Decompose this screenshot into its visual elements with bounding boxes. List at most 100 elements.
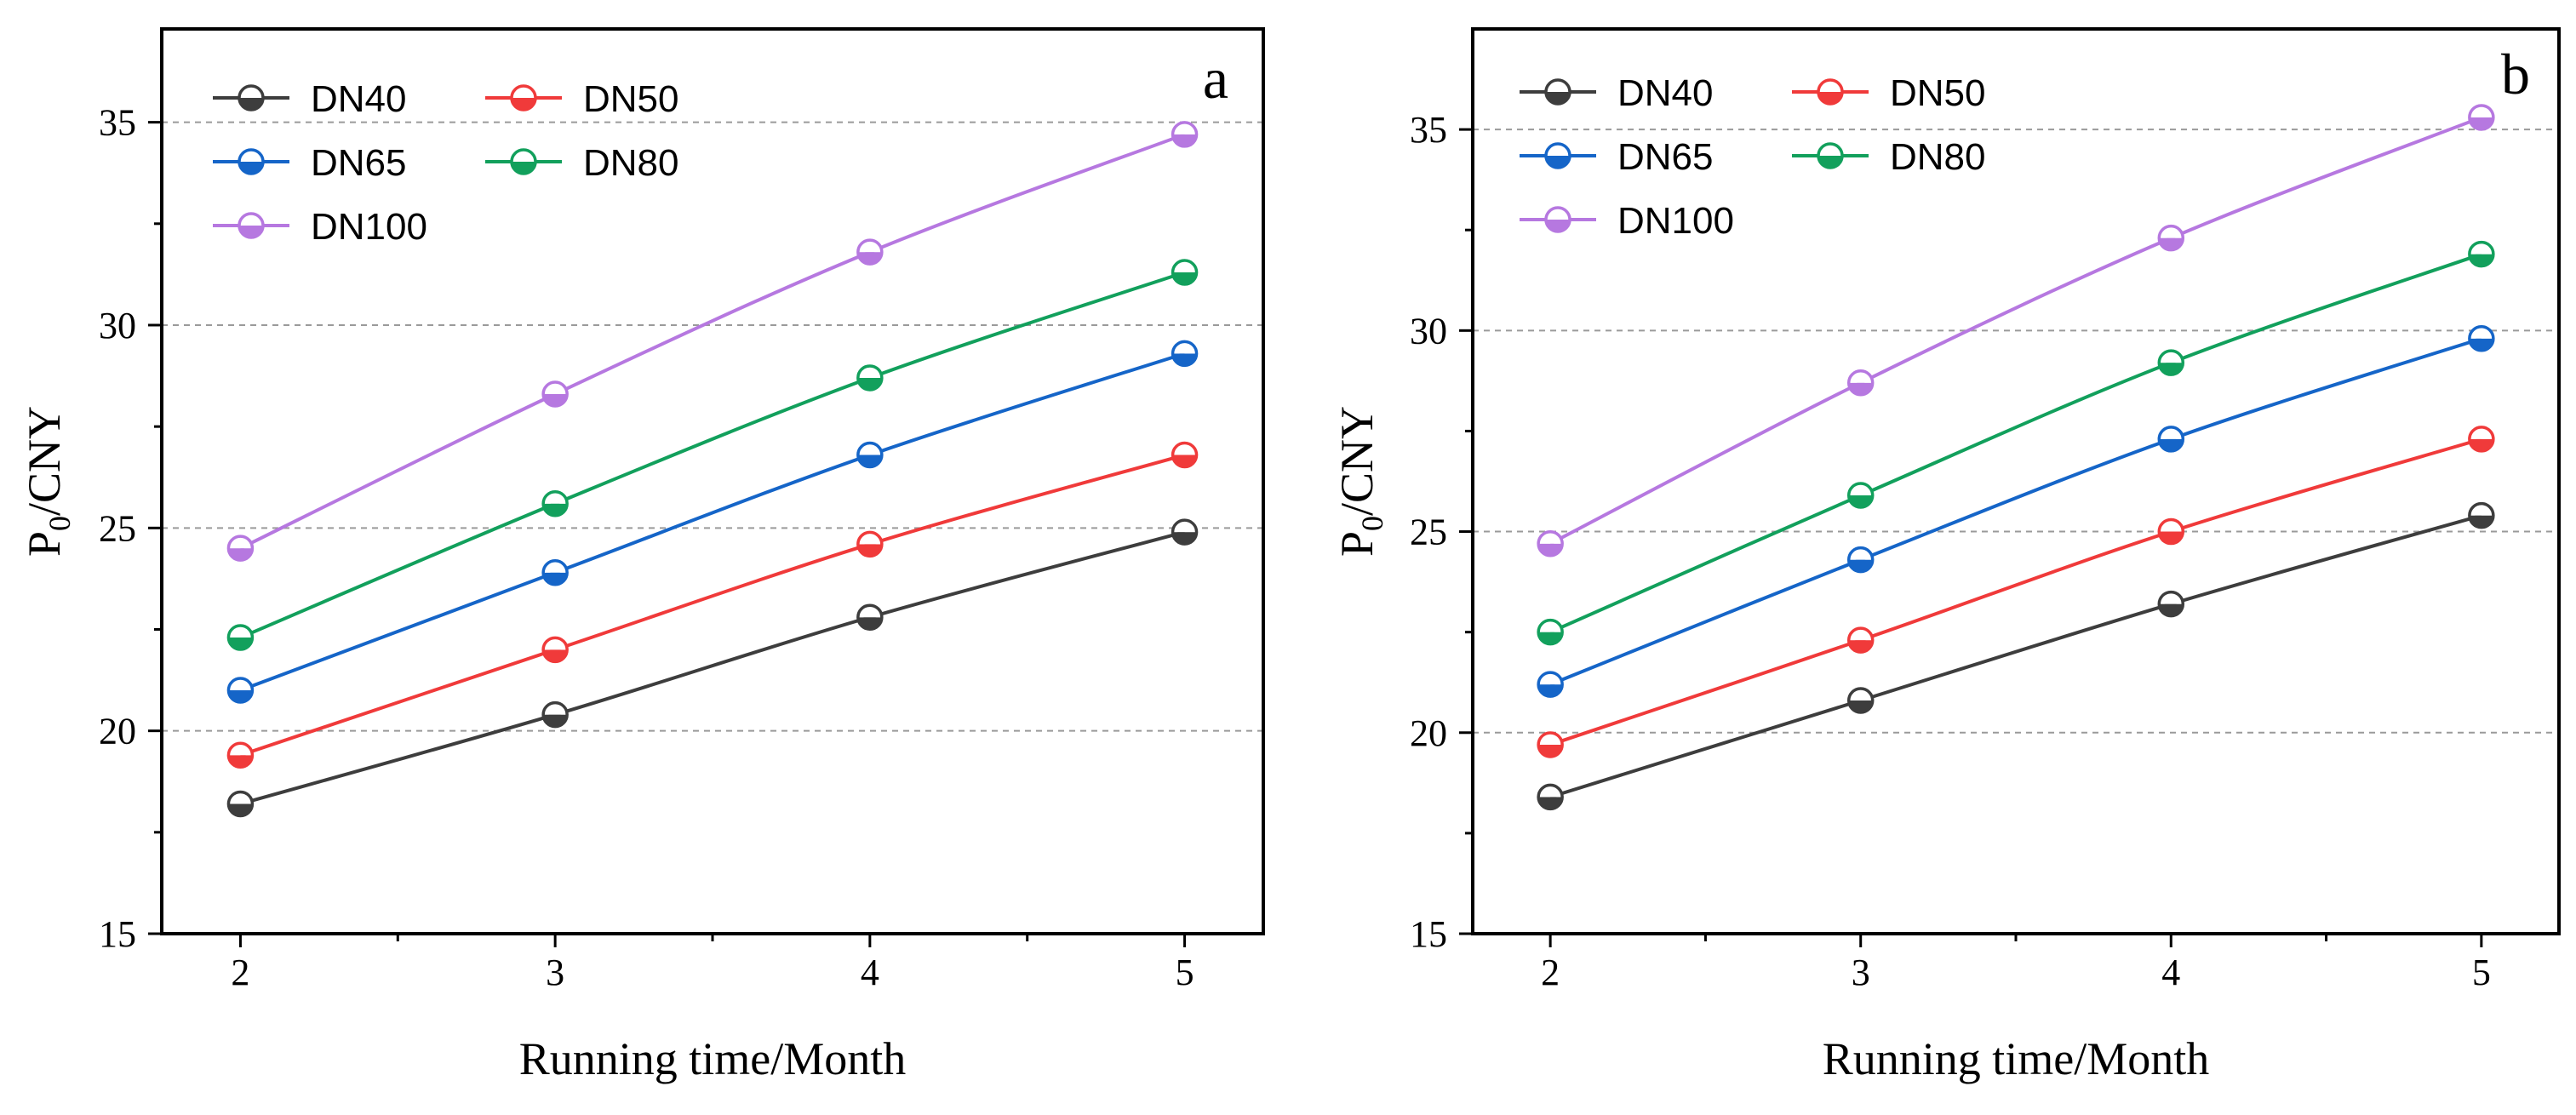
data-point-DN50-x4-outline: [856, 530, 884, 558]
data-point-DN100-x5: [2468, 104, 2495, 131]
series-line-DN80: [1549, 252, 2482, 634]
data-point-DN80-x2: [1537, 618, 1564, 646]
series-line-DN40: [239, 530, 1186, 806]
y-tick-label: 20: [1410, 712, 1447, 754]
y-axis-label-rest: /CNY: [1331, 406, 1382, 516]
legend: DN40 DN50 DN65 DN80 DN100: [1520, 72, 1986, 242]
data-point-DN80-x4: [2157, 349, 2185, 376]
data-point-DN50-x4-outline: [2157, 517, 2185, 546]
legend-label: DN80: [1890, 136, 1986, 178]
data-point-DN50-x5-outline: [2468, 426, 2495, 453]
x-axis-label: Running time/Month: [519, 1033, 907, 1084]
data-point-DN50-x4: [856, 530, 884, 558]
data-point-DN80-x2: [226, 624, 255, 651]
data-point-DN100-x4: [2157, 224, 2185, 252]
data-point-DN100-x3: [541, 380, 569, 408]
data-point-DN100-x2: [226, 535, 255, 562]
y-tick-label: 20: [99, 711, 136, 752]
data-point-DN50-x4: [2157, 517, 2185, 546]
data-point-DN40-x5-outline: [2468, 501, 2495, 529]
data-point-DN50-x3: [541, 636, 569, 664]
legend-item-DN80: DN80: [485, 142, 679, 184]
data-point-DN80-x5-outline: [1171, 259, 1199, 286]
legend-marker: [1544, 142, 1571, 169]
data-point-DN65-x5-outline: [1171, 340, 1199, 368]
legend-marker: [1817, 78, 1844, 106]
data-point-DN50-x5: [1171, 441, 1199, 469]
y-axis-label-sub: 0: [1355, 516, 1389, 531]
series-line-DN50: [1549, 437, 2482, 746]
series-DN65: [226, 340, 1199, 704]
legend-label: DN50: [583, 78, 679, 120]
legend-marker-outline: [1544, 206, 1571, 233]
data-point-DN80-x5: [2468, 240, 2495, 268]
series-DN100: [226, 121, 1199, 562]
legend-marker-outline: [1544, 78, 1571, 106]
y-tick-label: 30: [1410, 310, 1447, 352]
series-line-DN50: [239, 453, 1186, 758]
series-line-DN40: [1549, 513, 2482, 799]
series-DN50: [1537, 426, 2495, 758]
data-point-DN80-x3: [1846, 482, 1875, 509]
data-point-DN65-x4-outline: [856, 441, 884, 469]
data-point-DN40-x3-outline: [1846, 687, 1875, 714]
data-point-DN100-x2-outline: [226, 535, 255, 562]
data-point-DN100-x5: [1171, 121, 1199, 148]
legend-marker: [1544, 78, 1571, 106]
legend-marker: [1817, 142, 1844, 169]
legend-marker: [238, 84, 265, 112]
x-tick-label: 2: [231, 952, 249, 993]
panel-label: a: [1203, 46, 1228, 111]
legend-label: DN40: [311, 78, 407, 120]
legend-marker-outline: [1544, 142, 1571, 169]
data-point-DN100-x3: [1846, 369, 1875, 397]
data-point-DN50-x3-outline: [1846, 626, 1875, 654]
series-line-DN100: [239, 133, 1186, 550]
series-line-DN100: [1549, 116, 2482, 546]
legend-marker: [1544, 206, 1571, 233]
y-axis-label-sub: 0: [43, 516, 77, 531]
legend-marker-outline: [238, 148, 265, 175]
legend-item-DN65: DN65: [1520, 136, 1714, 178]
y-axis-label: P0/CNY: [19, 406, 77, 557]
data-point-DN65-x3: [1846, 546, 1875, 574]
data-point-DN65-x3-outline: [541, 559, 569, 586]
data-point-DN80-x5: [1171, 259, 1199, 286]
data-point-DN40-x5: [1171, 518, 1199, 546]
data-point-DN100-x3-outline: [1846, 369, 1875, 397]
x-tick-label: 4: [2161, 952, 2180, 993]
y-axis-label-rest: /CNY: [19, 406, 70, 516]
series-line-DN80: [239, 271, 1186, 639]
y-tick-label: 35: [1410, 109, 1447, 151]
legend-marker: [238, 148, 265, 175]
data-point-DN80-x2-outline: [1537, 618, 1564, 646]
legend-label: DN50: [1890, 72, 1986, 114]
data-point-DN100-x2: [1537, 529, 1564, 558]
legend-label: DN100: [1617, 200, 1734, 242]
legend-marker-outline: [1817, 78, 1844, 106]
data-point-DN100-x3-outline: [541, 380, 569, 408]
data-point-DN100-x4-outline: [2157, 224, 2185, 252]
y-tick-label: 30: [99, 305, 136, 346]
legend-item-DN100: DN100: [1520, 200, 1734, 242]
data-point-DN40-x5: [2468, 501, 2495, 529]
data-point-DN50-x2: [1537, 731, 1564, 758]
series-DN100: [1537, 104, 2495, 558]
legend-label: DN80: [583, 142, 679, 184]
y-tick-label: 35: [99, 102, 136, 144]
legend-marker: [238, 212, 265, 239]
panel-label: b: [2501, 42, 2530, 106]
x-tick-label: 3: [546, 952, 564, 993]
data-point-DN40-x5-outline: [1171, 518, 1199, 546]
data-point-DN65-x5: [2468, 325, 2495, 352]
data-point-DN100-x4: [856, 238, 884, 266]
data-point-DN80-x3: [541, 489, 569, 517]
legend-label: DN100: [311, 206, 427, 248]
legend-item-DN65: DN65: [213, 142, 407, 184]
data-point-DN65-x2-outline: [1537, 671, 1564, 698]
data-point-DN100-x4-outline: [856, 238, 884, 266]
data-point-DN100-x5-outline: [2468, 104, 2495, 131]
data-point-DN50-x5: [2468, 426, 2495, 453]
data-point-DN100-x2-outline: [1537, 529, 1564, 558]
